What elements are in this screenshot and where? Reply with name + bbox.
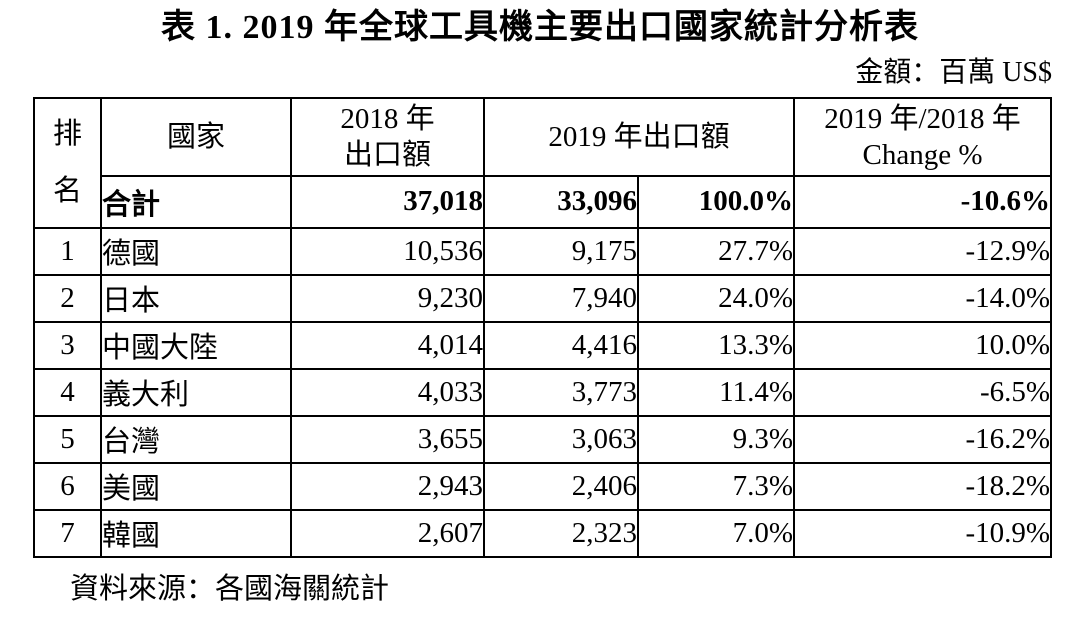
cell-rank: 1: [33, 226, 102, 276]
column-header-export-2018: 2018 年 出口額: [290, 96, 485, 177]
cell-country: 韓國: [100, 508, 292, 558]
cell-rank: 3: [33, 320, 102, 370]
table-row: 3 中國大陸 4,014 4,416 13.3% 10.0%: [33, 320, 1053, 370]
cell-rank: 5: [33, 414, 102, 464]
cell-rank: 6: [33, 461, 102, 511]
cell-export-2018: 2,607: [290, 508, 485, 558]
total-change: -10.6%: [793, 174, 1053, 229]
column-header-change-line1: 2019 年/2018 年: [824, 102, 1021, 135]
unit-note: 金額：百萬 US$: [855, 56, 1052, 88]
cell-export-2018: 4,033: [290, 367, 485, 417]
cell-share-2019: 24.0%: [636, 273, 796, 323]
cell-change: -18.2%: [793, 461, 1053, 511]
cell-change: -12.9%: [793, 226, 1053, 276]
cell-country: 台灣: [100, 414, 292, 464]
cell-export-2019: 2,406: [483, 461, 639, 511]
cell-share-2019: 11.4%: [636, 367, 796, 417]
export-statistics-table: 排名 國家 2018 年 出口額 2019 年出口額 2019 年/2018 年…: [33, 96, 1053, 558]
column-header-export-2018-line1: 2018 年: [340, 102, 435, 135]
cell-change: -10.9%: [793, 508, 1053, 558]
cell-share-2019: 7.0%: [636, 508, 796, 558]
cell-change: -6.5%: [793, 367, 1053, 417]
cell-country: 日本: [100, 273, 292, 323]
table-row: 6 美國 2,943 2,406 7.3% -18.2%: [33, 461, 1053, 511]
cell-export-2018: 10,536: [290, 226, 485, 276]
table-row: 2 日本 9,230 7,940 24.0% -14.0%: [33, 273, 1053, 323]
cell-export-2019: 9,175: [483, 226, 639, 276]
total-row: 合計 37,018 33,096 100.0% -10.6%: [34, 174, 1053, 229]
cell-rank: 7: [33, 508, 102, 558]
cell-change: -14.0%: [793, 273, 1053, 323]
table-row: 7 韓國 2,607 2,323 7.0% -10.9%: [33, 508, 1053, 558]
cell-export-2018: 3,655: [290, 414, 485, 464]
cell-country: 美國: [100, 461, 292, 511]
cell-rank: 2: [33, 273, 102, 323]
column-header-export-2019: 2019 年出口額: [482, 96, 796, 177]
cell-export-2019: 7,940: [483, 273, 639, 323]
total-export-2018: 37,018: [290, 174, 485, 229]
total-export-2019: 33,096: [483, 174, 639, 229]
cell-country: 義大利: [100, 367, 292, 417]
column-header-country: 國家: [100, 96, 292, 177]
cell-export-2019: 3,773: [483, 367, 639, 417]
cell-share-2019: 9.3%: [636, 414, 796, 464]
cell-country: 德國: [100, 226, 292, 276]
header-row: 排名 國家 2018 年 出口額 2019 年出口額 2019 年/2018 年…: [33, 96, 1053, 229]
cell-share-2019: 7.3%: [636, 461, 796, 511]
cell-share-2019: 27.7%: [636, 226, 796, 276]
cell-export-2019: 2,323: [483, 508, 639, 558]
total-label: 合計: [100, 174, 292, 229]
column-header-change-line2: Change %: [862, 138, 983, 171]
cell-change: -16.2%: [793, 414, 1053, 464]
column-header-rank: 排名: [33, 96, 102, 229]
cell-share-2019: 13.3%: [636, 320, 796, 370]
column-header-export-2018-line2: 出口額: [343, 138, 431, 171]
total-share-2019: 100.0%: [636, 174, 796, 229]
cell-export-2019: 4,416: [483, 320, 639, 370]
cell-export-2018: 9,230: [290, 273, 485, 323]
column-header-rank-label: 排名: [52, 118, 82, 207]
table-row: 1 德國 10,536 9,175 27.7% -12.9%: [33, 226, 1053, 276]
cell-export-2019: 3,063: [483, 414, 639, 464]
table-row: 5 台灣 3,655 3,063 9.3% -16.2%: [33, 414, 1053, 464]
cell-export-2018: 4,014: [290, 320, 485, 370]
cell-change: 10.0%: [793, 320, 1053, 370]
table-title: 表 1. 2019 年全球工具機主要出口國家統計分析表: [161, 9, 919, 46]
column-header-change: 2019 年/2018 年 Change %: [793, 96, 1053, 177]
table-row: 4 義大利 4,033 3,773 11.4% -6.5%: [33, 367, 1053, 417]
cell-export-2018: 2,943: [290, 461, 485, 511]
cell-country: 中國大陸: [100, 320, 292, 370]
source-note: 資料來源：各國海關統計: [70, 572, 390, 605]
cell-rank: 4: [33, 367, 102, 417]
